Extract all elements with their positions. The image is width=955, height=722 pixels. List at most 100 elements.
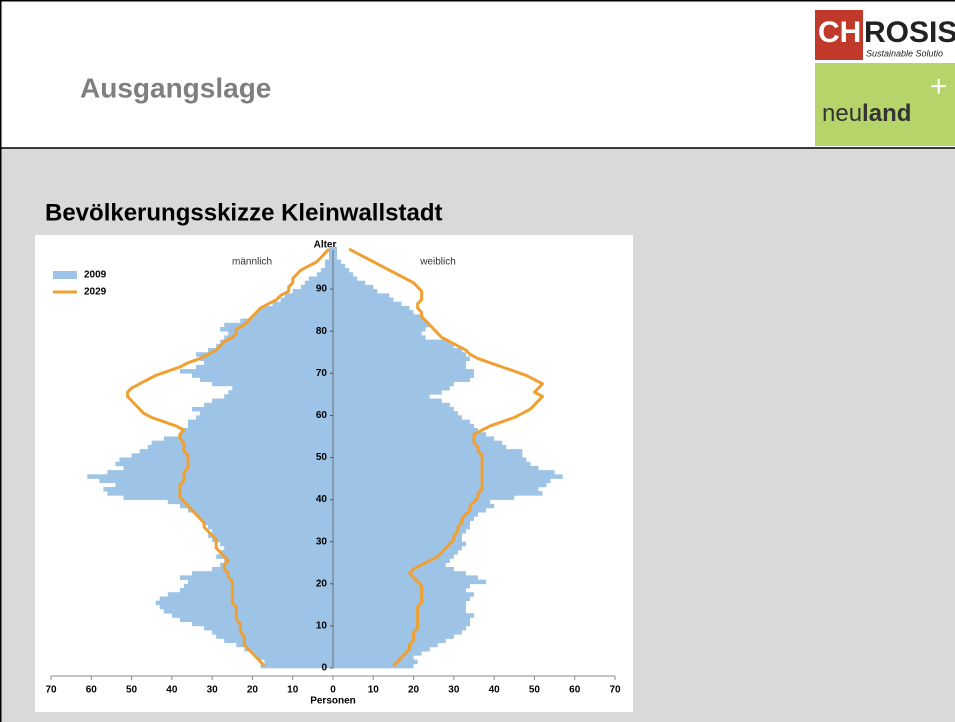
bar [333, 284, 374, 290]
bar [333, 541, 466, 547]
bar [292, 289, 333, 294]
bar [192, 373, 333, 378]
bar [333, 402, 450, 408]
bar [212, 398, 333, 404]
bar [256, 655, 333, 660]
neuland-logo: land [862, 100, 911, 127]
x-tick-label: 30 [207, 685, 219, 696]
bar [333, 381, 454, 387]
bar [333, 655, 414, 660]
x-tick-label: 40 [489, 685, 501, 696]
bar [333, 310, 414, 315]
bar [333, 465, 539, 471]
x-tick-label: 10 [287, 685, 299, 696]
bar [200, 356, 333, 361]
bar [224, 558, 333, 564]
bar [333, 453, 523, 458]
bar [333, 508, 487, 513]
x-tick-label: 40 [166, 685, 178, 696]
bar [333, 625, 466, 631]
bar [179, 369, 333, 374]
bar [333, 305, 410, 311]
bar [333, 524, 470, 530]
bar [304, 280, 333, 286]
bar [333, 562, 446, 568]
bar [208, 524, 333, 530]
bar [333, 352, 466, 357]
bar [236, 642, 333, 648]
bar [333, 474, 563, 479]
pyramid: 0 10 20 30 40 50 60 70 80 90 0 10 10 20 20 30 30 40 40 50 50… [45, 247, 621, 696]
bar [333, 423, 474, 429]
bar [115, 461, 333, 467]
bar [208, 348, 333, 353]
bar [333, 247, 338, 252]
bar [103, 486, 333, 492]
bar [333, 596, 470, 601]
x-tick-label: 10 [368, 685, 380, 696]
bar [244, 646, 333, 652]
x-tick-label: 60 [86, 685, 98, 696]
bar [333, 343, 454, 349]
bar [167, 592, 333, 597]
bar [333, 571, 466, 576]
chrosis-logo: CH [818, 16, 861, 49]
y-axis-label: Alter [314, 240, 337, 251]
y-tick-label: 30 [316, 536, 328, 547]
bar [333, 503, 495, 509]
y-tick-label: 40 [316, 494, 328, 505]
legend-swatch [53, 271, 77, 279]
bar [252, 314, 333, 319]
bar [333, 482, 547, 488]
bar [333, 663, 414, 669]
bar [333, 263, 346, 269]
bar [333, 558, 450, 564]
bar [256, 310, 333, 315]
bar [212, 566, 333, 572]
bar [119, 457, 333, 463]
bar [333, 478, 551, 484]
bar [333, 406, 454, 412]
chrosis-tagline: Sustainable Solutio [866, 48, 943, 58]
bar [212, 630, 333, 635]
bar [264, 659, 333, 665]
bar [107, 470, 334, 475]
bar [333, 545, 462, 551]
bar [196, 352, 333, 357]
bar [333, 583, 470, 589]
bar [333, 533, 462, 538]
bar [131, 453, 333, 458]
bar [333, 604, 466, 610]
bar [333, 390, 442, 395]
bar [220, 339, 333, 345]
bar [333, 326, 426, 332]
bar [324, 263, 333, 269]
bar [333, 621, 470, 627]
bar [187, 579, 333, 585]
bar [216, 634, 333, 639]
bar [220, 326, 333, 332]
x-tick-label: 20 [408, 685, 420, 696]
bar [228, 331, 333, 336]
bar [204, 625, 333, 631]
legend-label: 2009 [84, 270, 107, 281]
bar [333, 251, 338, 256]
y-tick-label: 80 [316, 326, 328, 337]
bar [333, 259, 342, 265]
bar [333, 411, 458, 416]
bar [224, 322, 333, 328]
bar [333, 613, 474, 618]
bar [139, 449, 333, 454]
bar [159, 596, 333, 601]
bar [187, 419, 333, 425]
bar [107, 491, 334, 496]
bar [212, 381, 333, 387]
bar [333, 537, 462, 542]
bar [179, 617, 333, 622]
bar [333, 432, 487, 437]
bar [333, 322, 430, 328]
side-label: weiblich [419, 257, 456, 268]
bar [328, 251, 333, 256]
bar [204, 520, 333, 526]
y-tick-label: 50 [316, 452, 328, 463]
